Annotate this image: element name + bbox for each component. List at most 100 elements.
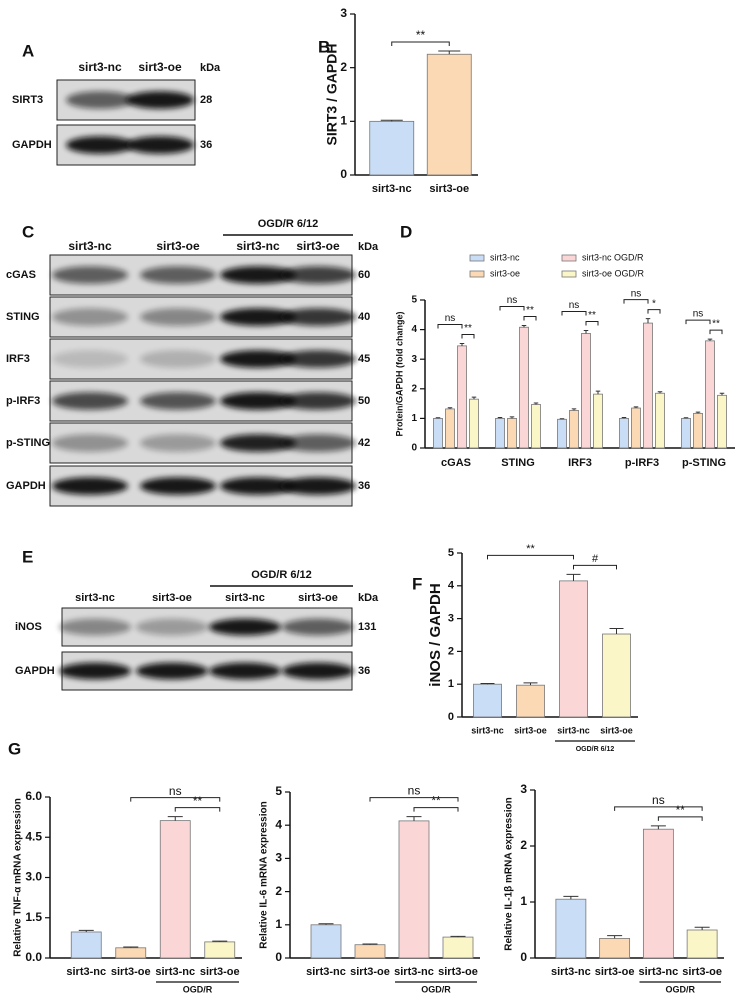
significance-label: ns [445, 313, 456, 324]
blot-band [136, 618, 208, 636]
kda-value: 42 [358, 437, 370, 449]
significance-bracket [499, 305, 525, 311]
error-bar [447, 407, 453, 409]
panel-label: B [318, 37, 330, 56]
x-tick-label: sirt3-oe [438, 966, 478, 978]
x-tick-label: sirt3-oe [514, 725, 547, 735]
row-label: GAPDH [6, 480, 46, 492]
y-axis-label: Relative TNF-α mRNA expression [13, 798, 24, 957]
significance-bracket [614, 806, 703, 811]
y-tick-label: 5 [275, 784, 282, 798]
significance-label: ** [676, 803, 686, 817]
bar [507, 417, 517, 449]
x-tick-label: STING [501, 457, 535, 469]
bar [643, 322, 653, 449]
group-label: OGD/R 6/12 [576, 746, 615, 753]
blot-band [209, 662, 281, 680]
group-label: OGD/R [183, 984, 213, 994]
significance-bracket [413, 807, 459, 812]
significance-bracket [130, 797, 221, 802]
x-tick-label: sirt3-oe [595, 966, 635, 978]
y-tick-label: 3 [448, 613, 454, 625]
y-tick-label: 1 [448, 678, 454, 690]
kda-value: 36 [200, 139, 212, 151]
kda-value: 60 [358, 269, 370, 281]
panel-label: A [22, 41, 34, 60]
bar [70, 931, 102, 959]
lane-label: sirt3-oe [138, 60, 182, 74]
kda-value: 40 [358, 311, 370, 323]
significance-bracket [709, 329, 723, 335]
bar [445, 408, 455, 449]
x-tick-label: p-IRF3 [625, 457, 659, 469]
x-tick-label: IRF3 [568, 457, 592, 469]
blot-band [220, 350, 296, 368]
bar [581, 333, 591, 449]
bar [115, 947, 147, 959]
blot-band [126, 136, 194, 154]
kda-label: kDa [200, 62, 221, 74]
kda-label: kDa [358, 592, 379, 604]
blot-band [66, 136, 134, 154]
error-bar [609, 627, 624, 635]
y-tick-label: 1 [340, 114, 347, 128]
error-bar [438, 50, 461, 55]
bar [354, 944, 386, 959]
lane-label: sirt3-nc [75, 592, 115, 604]
error-bar [380, 119, 403, 122]
y-tick-label: 0 [340, 167, 347, 181]
bar [469, 398, 479, 449]
y-tick-label: 5 [448, 547, 454, 559]
kda-value: 36 [358, 665, 370, 677]
bar [631, 407, 641, 449]
x-tick-label: sirt3-nc [394, 966, 434, 978]
y-axis-label: iNOS / GAPDH [427, 583, 444, 686]
lane-label: sirt3-nc [78, 60, 122, 74]
panel-label: C [22, 222, 34, 241]
y-axis-label: Protein/GAPDH (fold change) [394, 311, 404, 436]
lane-label: sirt3-oe [156, 239, 200, 253]
row-label: GAPDH [15, 665, 55, 677]
blot-band [220, 477, 296, 495]
significance-label: ns [507, 295, 518, 306]
bar [519, 326, 529, 449]
error-bar [123, 946, 139, 948]
significance-bracket [174, 807, 221, 812]
blot-band [280, 477, 356, 495]
group-label: OGD/R 6/12 [251, 569, 312, 581]
error-bar [509, 416, 515, 419]
blot-band [282, 662, 354, 680]
bar [531, 404, 541, 449]
y-tick-label: 2 [275, 884, 282, 898]
significance-bracket [369, 797, 459, 802]
blot-band [220, 392, 296, 410]
error-bar [406, 816, 422, 821]
row-label: GAPDH [12, 139, 52, 151]
blot-band [52, 350, 128, 368]
significance-bracket [657, 816, 703, 821]
error-bar [595, 390, 601, 395]
x-tick-label: sirt3-nc [639, 966, 679, 978]
bar [559, 580, 588, 718]
significance-label: ns [631, 288, 642, 299]
y-tick-label: 4 [448, 580, 455, 592]
error-bar [450, 935, 466, 938]
legend-label: sirt3-oe [490, 268, 520, 278]
panel-label: E [22, 547, 33, 566]
error-bar [521, 324, 527, 328]
blot-band [209, 618, 281, 636]
bar [457, 345, 467, 449]
group-label: OGD/R [665, 984, 695, 994]
legend-label: sirt3-oe OGD/R [582, 268, 645, 278]
blot-band [280, 266, 356, 284]
legend-label: sirt3-nc OGD/R [582, 252, 644, 262]
y-axis-label: Relative IL-6 mRNA expression [259, 801, 270, 948]
y-tick-label: 2 [411, 383, 417, 394]
significance-bracket [561, 310, 587, 316]
significance-label: ** [416, 28, 426, 42]
bar [569, 410, 579, 449]
bar [655, 392, 665, 449]
lane-label: sirt3-nc [225, 592, 265, 604]
blot-band [52, 477, 128, 495]
